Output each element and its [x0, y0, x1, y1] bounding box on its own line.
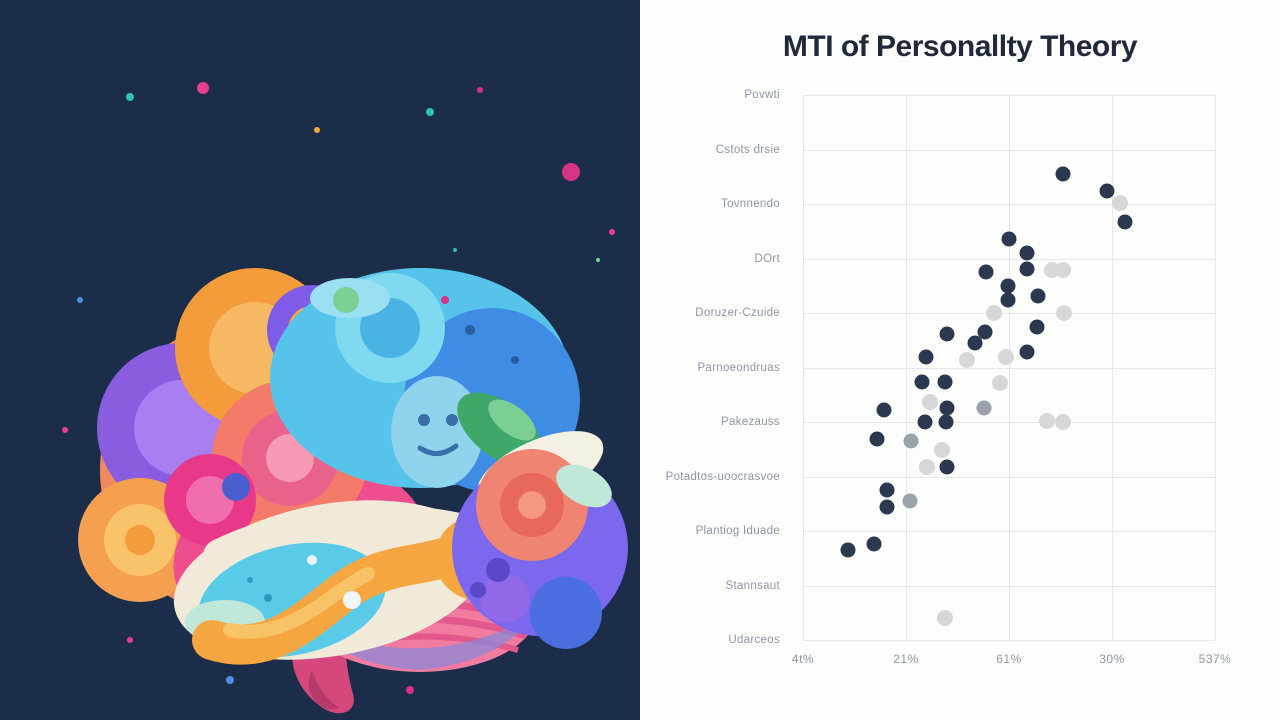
y-tick-label: Plantiog Iduade — [695, 525, 780, 537]
scatter-point — [1099, 183, 1115, 199]
y-tick-label: Parnoeondruas — [697, 361, 780, 374]
occipital-swirls — [452, 392, 628, 649]
scatter-point — [914, 374, 930, 390]
x-tick-label: 537% — [1198, 652, 1232, 666]
scatter-point — [876, 402, 892, 418]
brain-illustration — [62, 82, 628, 714]
y-tick-label: Cstots drsie — [715, 143, 780, 156]
gridline-vertical — [906, 95, 907, 640]
scatter-point — [958, 351, 975, 368]
scatter-point — [866, 536, 882, 552]
scatter-point — [1117, 214, 1133, 230]
scatter-point — [1019, 344, 1035, 360]
scatter-point — [1054, 414, 1071, 430]
scatter-point — [1029, 319, 1045, 335]
scatter-point — [1019, 245, 1035, 261]
brain-illustration-panel — [0, 0, 640, 720]
scatter-point — [903, 433, 919, 449]
scatter-point — [933, 441, 950, 458]
scatter-point — [1000, 292, 1016, 308]
scatter-point — [1038, 412, 1055, 429]
y-tick-label: Udarceos — [728, 634, 780, 646]
scatter-point — [978, 264, 994, 280]
scatter-point — [939, 326, 955, 342]
gridline-horizontal — [803, 640, 1215, 641]
y-tick-label: Doruzer-Czuide — [695, 307, 780, 319]
y-tick-label: Potadtos-uoocrasvoe — [665, 470, 780, 483]
y-tick-label: Povwti — [744, 89, 780, 101]
y-axis-labels: Povwti Cstots drsie Tovnnendo DOrt Doruzer-C… — [640, 89, 782, 646]
x-tick-label: 21% — [893, 652, 919, 666]
plot-area — [803, 95, 1216, 641]
scatter-point — [879, 499, 895, 515]
x-tick-label: 4t% — [791, 652, 815, 666]
scatter-point — [918, 349, 934, 365]
scatter-point — [921, 393, 938, 410]
scatter-point — [1055, 166, 1071, 182]
scatter-point — [917, 414, 933, 430]
scatter-point — [986, 305, 1003, 321]
gridline-vertical — [1112, 95, 1113, 640]
scatter-point — [977, 324, 993, 340]
scatter-point — [991, 374, 1008, 391]
x-tick-label: 30% — [1099, 652, 1125, 666]
scatter-point — [1000, 278, 1016, 294]
scatter-point — [902, 493, 918, 509]
scatter-point — [840, 542, 856, 558]
scatter-point — [1055, 305, 1072, 321]
scatter-point — [998, 349, 1015, 366]
scatter-point — [1054, 261, 1071, 278]
chart-title: MTI of Personallty Theory — [782, 30, 1138, 63]
gridline-vertical — [1009, 95, 1010, 640]
scatter-point — [976, 400, 992, 416]
scatter-point — [1001, 231, 1017, 247]
scatter-point — [919, 459, 935, 476]
scatter-point — [1019, 261, 1035, 277]
scatter-point — [937, 610, 954, 627]
scatter-point — [869, 431, 885, 447]
gridline-vertical — [803, 95, 804, 640]
scatter-point — [967, 335, 983, 351]
scatter-point — [939, 459, 955, 475]
scatter-point — [1111, 194, 1128, 211]
chart-panel: MTI of Personallty Theory Povwti Cstots d… — [640, 0, 1280, 720]
x-axis-labels: 4t% 21% 61% 30% 537% — [792, 650, 1231, 670]
scatter-point — [1030, 288, 1046, 304]
y-tick-label: Stannsaut — [725, 579, 780, 592]
scatter-point — [939, 400, 955, 416]
scatter-point — [938, 414, 954, 430]
y-tick-label: Tovnnendo — [721, 198, 780, 210]
x-tick-label: 61% — [996, 652, 1022, 666]
y-tick-label: Pakezauss — [721, 416, 780, 428]
scatter-point — [879, 482, 895, 498]
gridline-vertical — [1215, 95, 1216, 640]
scatter-point — [937, 374, 953, 390]
y-tick-label: DOrt — [754, 252, 780, 265]
